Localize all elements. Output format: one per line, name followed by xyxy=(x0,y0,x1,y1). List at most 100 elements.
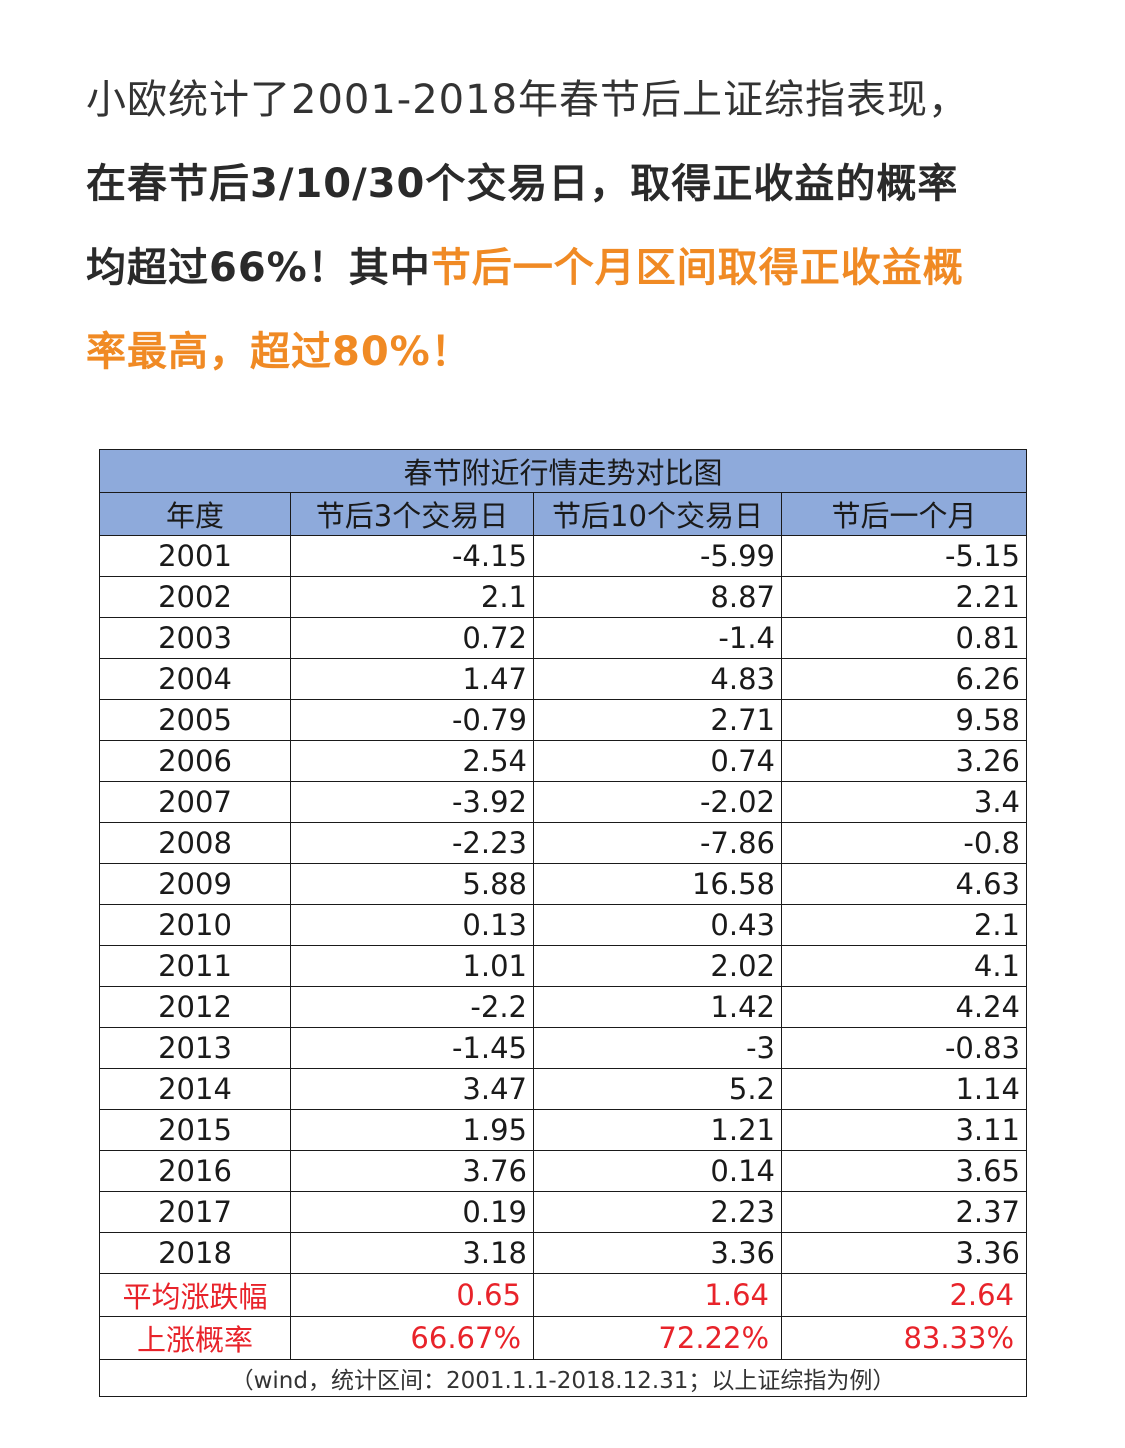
value-cell: 1.14 xyxy=(780,1068,1028,1110)
value-cell: 2.02 xyxy=(533,945,782,987)
value-cell: 5.2 xyxy=(533,1068,782,1110)
table-row: 2002 2.1 8.87 2.21 xyxy=(99,576,1028,618)
value-cell: -2.23 xyxy=(290,822,534,864)
summary-value: 1.64 xyxy=(533,1273,782,1317)
table-row: 2010 0.13 0.43 2.1 xyxy=(99,904,1028,946)
value-cell: 0.72 xyxy=(290,617,534,659)
intro-paragraph: 小欧统计了2001-2018年春节后上证综指表现， 在春节后3/10/30个交易… xyxy=(86,58,1066,394)
value-cell: 1.42 xyxy=(533,986,782,1028)
year-cell: 2011 xyxy=(99,945,291,987)
value-cell: -5.99 xyxy=(533,535,782,577)
summary-value: 66.67% xyxy=(290,1316,534,1360)
year-cell: 2018 xyxy=(99,1232,291,1274)
value-cell: 2.1 xyxy=(290,576,534,618)
value-cell: -4.15 xyxy=(290,535,534,577)
value-cell: 3.65 xyxy=(780,1150,1028,1192)
summary-label: 上涨概率 xyxy=(99,1316,291,1360)
table-row: 2016 3.76 0.14 3.65 xyxy=(99,1150,1028,1192)
value-cell: -1.45 xyxy=(290,1027,534,1069)
table-row: 2001 -4.15 -5.99 -5.15 xyxy=(99,535,1028,577)
summary-value: 2.64 xyxy=(780,1273,1028,1317)
summary-value: 83.33% xyxy=(780,1316,1028,1360)
table-title: 春节附近行情走势对比图 xyxy=(98,449,1028,493)
table-row: 2012 -2.2 1.42 4.24 xyxy=(99,986,1028,1028)
summary-label: 平均涨跌幅 xyxy=(99,1273,291,1317)
value-cell: -7.86 xyxy=(533,822,782,864)
table-row: 2006 2.54 0.74 3.26 xyxy=(99,740,1028,782)
value-cell: 2.54 xyxy=(290,740,534,782)
value-cell: 4.83 xyxy=(533,658,782,700)
year-cell: 2007 xyxy=(99,781,291,823)
value-cell: 2.71 xyxy=(533,699,782,741)
value-cell: 0.19 xyxy=(290,1191,534,1233)
value-cell: -3 xyxy=(533,1027,782,1069)
value-cell: 3.18 xyxy=(290,1232,534,1274)
value-cell: 0.43 xyxy=(533,904,782,946)
year-cell: 2009 xyxy=(99,863,291,905)
value-cell: -2.2 xyxy=(290,986,534,1028)
value-cell: 3.4 xyxy=(780,781,1028,823)
summary-value: 0.65 xyxy=(290,1273,534,1317)
year-cell: 2003 xyxy=(99,617,291,659)
column-header: 节后一个月 xyxy=(780,492,1028,536)
summary-row: 上涨概率 66.67% 72.22% 83.33% xyxy=(99,1316,1028,1360)
value-cell: 1.95 xyxy=(290,1109,534,1151)
value-cell: -0.8 xyxy=(780,822,1028,864)
value-cell: 2.37 xyxy=(780,1191,1028,1233)
table-row: 2008 -2.23 -7.86 -0.8 xyxy=(99,822,1028,864)
value-cell: -3.92 xyxy=(290,781,534,823)
value-cell: 2.23 xyxy=(533,1191,782,1233)
value-cell: 2.21 xyxy=(780,576,1028,618)
intro-line-3: 均超过66%！其中节后一个月区间取得正收益概 xyxy=(86,245,964,291)
table-row: 2014 3.47 5.2 1.14 xyxy=(99,1068,1028,1110)
year-cell: 2005 xyxy=(99,699,291,741)
value-cell: 5.88 xyxy=(290,863,534,905)
table-row: 2009 5.88 16.58 4.63 xyxy=(99,863,1028,905)
value-cell: -0.83 xyxy=(780,1027,1028,1069)
table-row: 2005 -0.79 2.71 9.58 xyxy=(99,699,1028,741)
value-cell: 4.1 xyxy=(780,945,1028,987)
highlight-text: 率最高，超过80%！ xyxy=(86,329,472,375)
table-row: 2011 1.01 2.02 4.1 xyxy=(99,945,1028,987)
highlight-text: 节后一个月区间取得正收益概 xyxy=(430,245,964,291)
year-cell: 2010 xyxy=(99,904,291,946)
comparison-table: 春节附近行情走势对比图 年度 节后3个交易日 节后10个交易日 节后一个月 2001-… xyxy=(98,449,1028,1397)
table-row: 2003 0.72 -1.4 0.81 xyxy=(99,617,1028,659)
value-cell: -2.02 xyxy=(533,781,782,823)
value-cell: 3.36 xyxy=(533,1232,782,1274)
value-cell: 1.01 xyxy=(290,945,534,987)
value-cell: 4.63 xyxy=(780,863,1028,905)
value-cell: 4.24 xyxy=(780,986,1028,1028)
value-cell: 2.1 xyxy=(780,904,1028,946)
year-cell: 2008 xyxy=(99,822,291,864)
year-cell: 2006 xyxy=(99,740,291,782)
value-cell: 3.47 xyxy=(290,1068,534,1110)
intro-line-2: 在春节后3/10/30个交易日，取得正收益的概率 xyxy=(86,161,959,207)
value-cell: 3.76 xyxy=(290,1150,534,1192)
table-footnote: （wind，统计区间：2001.1.1-2018.12.31；以上证综指为例） xyxy=(98,1359,1028,1397)
intro-line-1: 小欧统计了2001-2018年春节后上证综指表现， xyxy=(86,77,970,123)
footnote-row: （wind，统计区间：2001.1.1-2018.12.31；以上证综指为例） xyxy=(98,1359,1028,1397)
value-cell: 16.58 xyxy=(533,863,782,905)
table-row: 2015 1.95 1.21 3.11 xyxy=(99,1109,1028,1151)
intro-line-4: 率最高，超过80%！ xyxy=(86,310,1066,394)
year-cell: 2001 xyxy=(99,535,291,577)
year-cell: 2013 xyxy=(99,1027,291,1069)
value-cell: 3.26 xyxy=(780,740,1028,782)
year-cell: 2002 xyxy=(99,576,291,618)
value-cell: 1.21 xyxy=(533,1109,782,1151)
value-cell: -5.15 xyxy=(780,535,1028,577)
year-cell: 2015 xyxy=(99,1109,291,1151)
column-header: 年度 xyxy=(99,492,291,536)
table-row: 2013 -1.45 -3 -0.83 xyxy=(99,1027,1028,1069)
table-row: 2007 -3.92 -2.02 3.4 xyxy=(99,781,1028,823)
summary-row: 平均涨跌幅 0.65 1.64 2.64 xyxy=(99,1273,1028,1317)
value-cell: 3.11 xyxy=(780,1109,1028,1151)
value-cell: 6.26 xyxy=(780,658,1028,700)
value-cell: 0.13 xyxy=(290,904,534,946)
year-cell: 2016 xyxy=(99,1150,291,1192)
value-cell: 1.47 xyxy=(290,658,534,700)
value-cell: -1.4 xyxy=(533,617,782,659)
column-header: 节后3个交易日 xyxy=(290,492,534,536)
table-row: 2004 1.47 4.83 6.26 xyxy=(99,658,1028,700)
